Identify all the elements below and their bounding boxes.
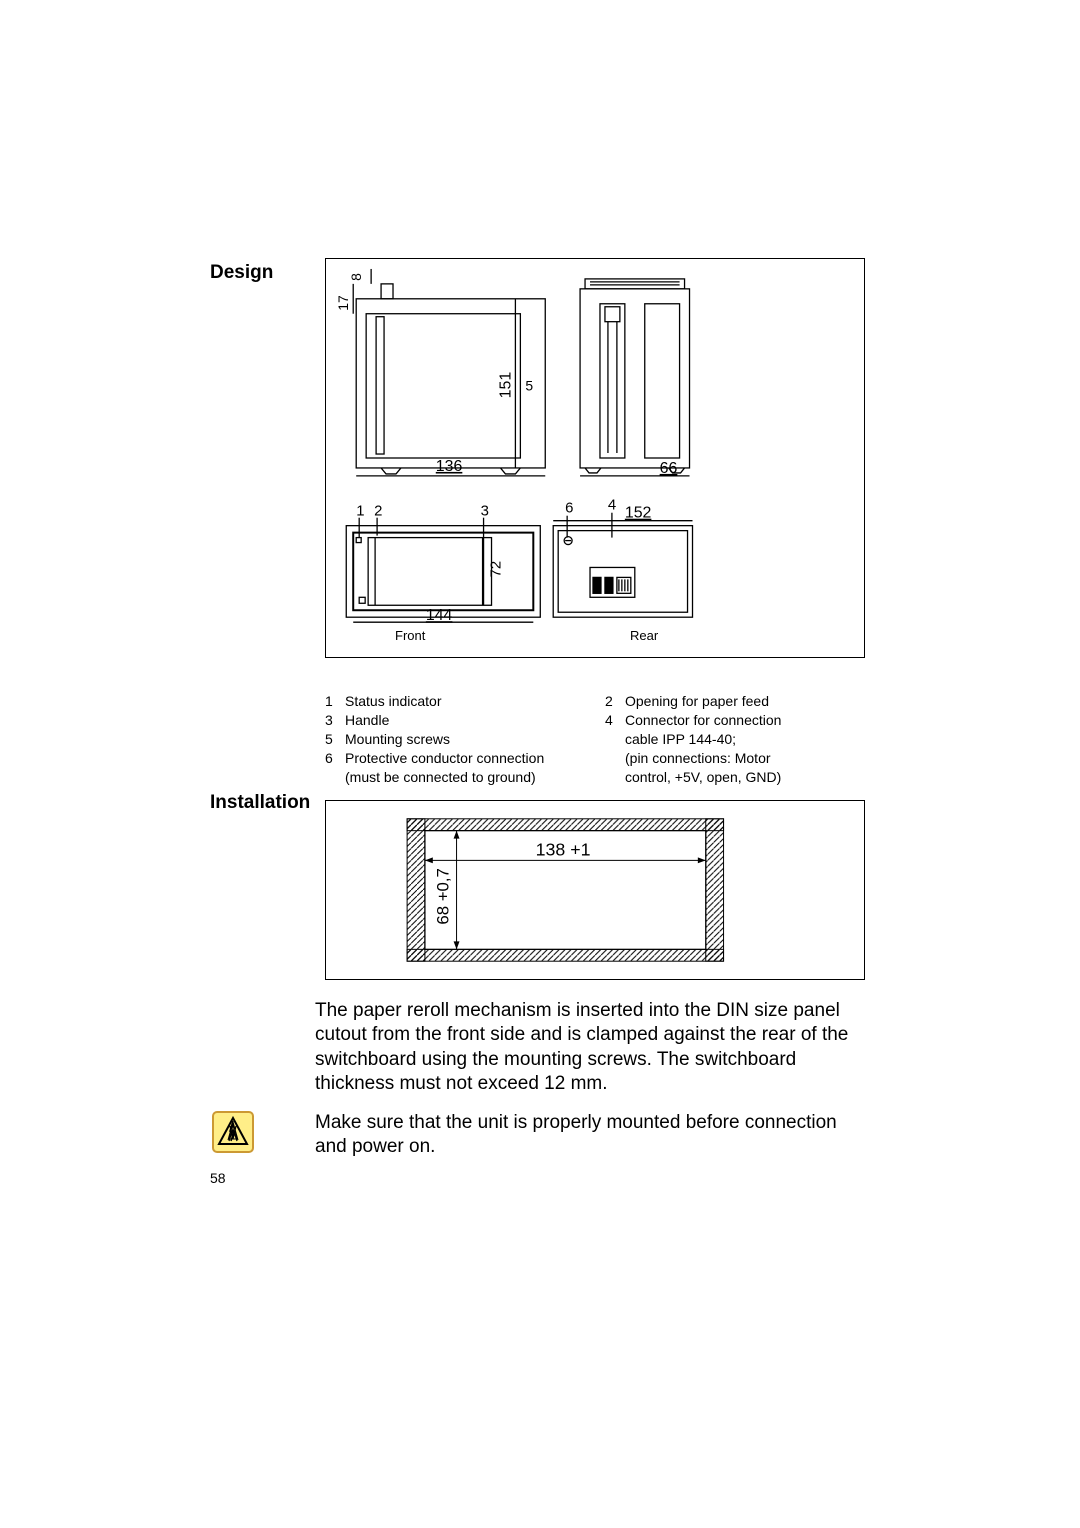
legend-text-4b: cable IPP 144-40; [625,730,736,749]
svg-text:17: 17 [335,295,351,311]
page: Design 8 17 [0,0,1080,1528]
svg-text:151: 151 [497,372,514,399]
legend-text-4d: control, +5V, open, GND) [625,768,781,787]
svg-text:6: 6 [565,500,573,517]
svg-text:72: 72 [487,561,504,578]
legend-text-4: Connector for connection [625,711,781,730]
legend-text-1: Status indicator [345,692,442,711]
legend-num-6: 6 [325,749,345,768]
legend-num-2: 2 [605,692,625,711]
svg-text:3: 3 [481,503,489,520]
svg-text:66: 66 [660,460,678,477]
svg-text:8: 8 [348,273,364,281]
legend-text-4c: (pin connections: Motor [625,749,771,768]
installation-paragraph: The paper reroll mechanism is inserted i… [315,999,870,1096]
warning-icon [212,1111,254,1153]
svg-text:5: 5 [525,377,533,393]
legend-text-3: Handle [345,711,389,730]
design-heading: Design [210,262,273,284]
design-drawing-svg: 8 17 136 151 5 [326,259,864,657]
installation-figure: 138 +1 68 +0,7 [325,800,865,980]
legend-text-5: Mounting screws [345,730,450,749]
legend-num-4: 4 [605,711,625,730]
legend-text-6b: (must be connected to ground) [345,768,536,787]
legend-text-2: Opening for paper feed [625,692,769,711]
installation-heading: Installation [210,792,310,814]
design-legend: 1 Status indicator 2 Opening for paper f… [325,692,865,786]
page-number: 58 [210,1170,226,1186]
design-figure: 8 17 136 151 5 [325,258,865,658]
svg-text:68 +0,7: 68 +0,7 [434,868,453,925]
svg-text:2: 2 [374,503,382,520]
legend-text-6: Protective conductor connection [345,749,544,768]
legend-num-1: 1 [325,692,345,711]
cutout-drawing-svg: 138 +1 68 +0,7 [326,801,864,979]
svg-text:136: 136 [436,458,463,475]
svg-text:4: 4 [608,497,616,514]
rear-view-label: Rear [630,628,658,643]
legend-num-3: 3 [325,711,345,730]
svg-text:144: 144 [426,607,453,624]
warning-text: Make sure that the unit is properly moun… [315,1111,855,1160]
svg-text:152: 152 [625,505,652,522]
svg-text:138 +1: 138 +1 [536,839,591,859]
legend-num-5: 5 [325,730,345,749]
svg-text:1: 1 [356,503,364,520]
front-view-label: Front [395,628,425,643]
